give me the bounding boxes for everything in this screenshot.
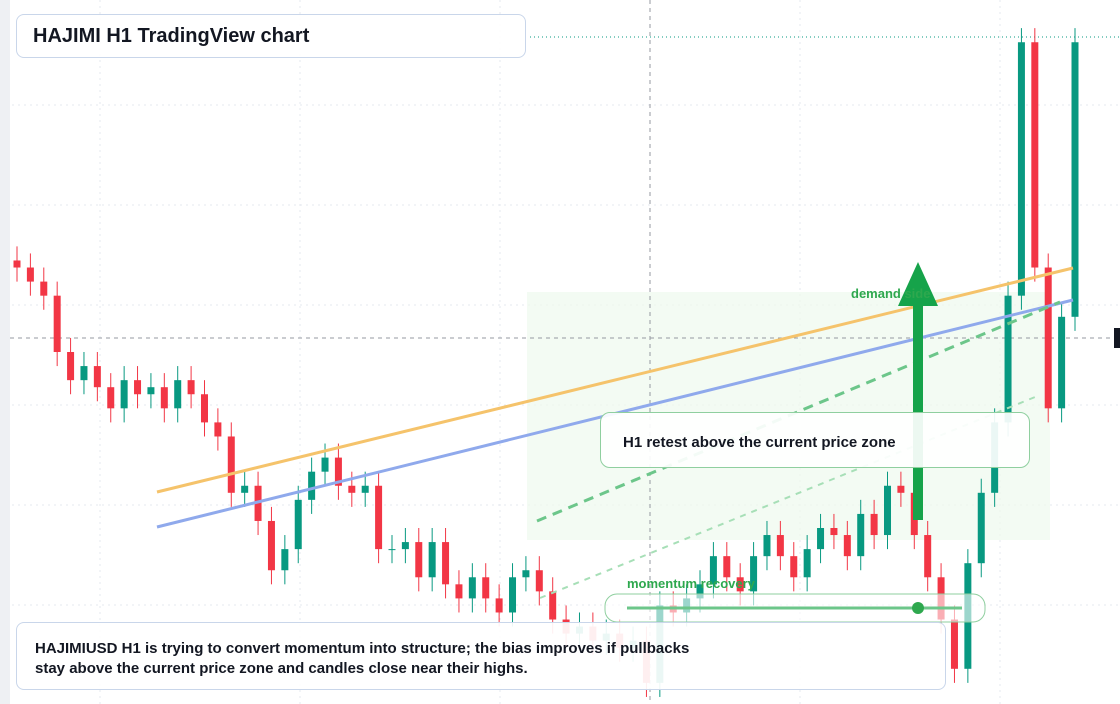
candle-body (455, 584, 463, 599)
candle-body (361, 485, 369, 493)
candle-body (107, 387, 115, 409)
candles (13, 28, 1079, 697)
candle-body (897, 485, 905, 493)
candle-body (442, 542, 450, 585)
candle-body (227, 436, 235, 493)
candle-body (241, 485, 249, 493)
candle-body (134, 380, 142, 395)
demand-label: demand side (851, 286, 931, 301)
candle-body (522, 570, 530, 578)
note-text: HAJIMIUSD H1 is trying to convert moment… (35, 640, 690, 677)
candle-body (884, 485, 892, 536)
candle-body (977, 492, 985, 564)
candle-body (817, 528, 825, 550)
candle-body (334, 457, 342, 486)
candle-body (160, 387, 168, 409)
title: HAJIMI H1 TradingView chart (16, 14, 526, 58)
candle-body (857, 513, 865, 557)
trend-green-dashed (536, 300, 1061, 523)
candle-body (415, 542, 423, 578)
candle-body (174, 380, 182, 409)
candle-body (428, 542, 436, 578)
candle-body (187, 380, 195, 395)
candle-body (40, 281, 48, 296)
candle-body (67, 352, 75, 381)
candle-body (26, 267, 34, 282)
candle-body (401, 542, 409, 550)
candle-body (723, 556, 731, 578)
candle-body (776, 535, 784, 557)
candle-body (924, 535, 932, 578)
candle-body (830, 528, 838, 536)
candle-body (763, 535, 771, 557)
momentum-dot (912, 602, 924, 614)
candle-body (13, 260, 21, 268)
candle-body (468, 577, 476, 599)
candle-body (120, 380, 128, 409)
candle-body (200, 394, 208, 423)
candle-body (495, 598, 503, 613)
candle-body (509, 577, 517, 613)
candle-body (750, 556, 758, 592)
candle-body (53, 295, 61, 352)
candle-body (482, 577, 490, 599)
candle-body (803, 549, 811, 578)
price-tag (1114, 328, 1120, 348)
candle-body (93, 366, 101, 388)
candle-body (736, 577, 744, 592)
candle-body (294, 499, 302, 550)
candle-body (1031, 42, 1039, 268)
candle-body (267, 520, 275, 571)
left-edge (0, 0, 10, 704)
candle-body (1071, 42, 1079, 317)
candle-body (1004, 295, 1012, 423)
candle-body (308, 471, 316, 500)
candle-body (549, 591, 557, 620)
candle-body (1044, 267, 1052, 409)
candle-body (321, 457, 329, 472)
arrow-head (898, 262, 938, 306)
arrow-shaft (913, 300, 923, 520)
candle-body (696, 584, 704, 599)
candle-body (790, 556, 798, 578)
candle-body (214, 422, 222, 437)
candle-body (709, 556, 717, 585)
candle-body (843, 535, 851, 557)
candle-body (348, 485, 356, 493)
candle-body (375, 485, 383, 550)
candle-body (1017, 42, 1025, 296)
candle-body (535, 570, 543, 592)
candle-body (870, 513, 878, 536)
callout: H1 retest above the current price zone (600, 412, 1030, 468)
candle-body (147, 387, 155, 395)
candle-body (80, 366, 88, 381)
momentum-label: momentum recovery (627, 576, 755, 591)
candle-body (950, 619, 958, 669)
candle-body (281, 549, 289, 571)
candle-body (1058, 316, 1066, 409)
note: HAJIMIUSD H1 is trying to convert moment… (16, 622, 946, 690)
candle-body (388, 549, 396, 551)
